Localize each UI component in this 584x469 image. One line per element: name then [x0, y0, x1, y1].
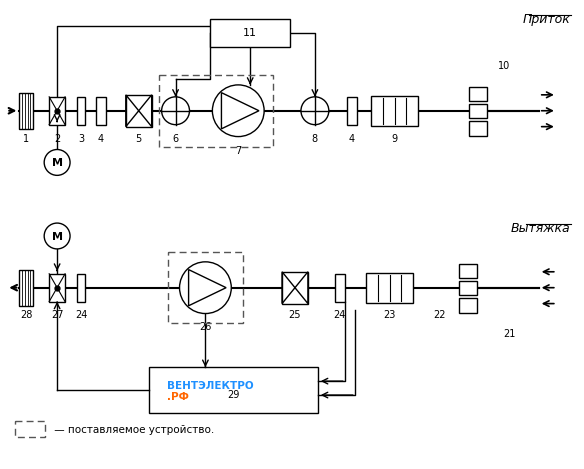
Text: Вытяжка: Вытяжка [511, 222, 571, 235]
Text: 21: 21 [503, 329, 515, 340]
Text: 8: 8 [312, 134, 318, 144]
Bar [335, 274, 345, 302]
Bar [19, 270, 33, 306]
Bar [469, 121, 487, 136]
Bar [210, 19, 290, 47]
Polygon shape [282, 272, 295, 303]
Bar [366, 273, 413, 303]
Text: 24: 24 [333, 310, 346, 319]
Bar [347, 97, 357, 125]
Bar [159, 75, 273, 146]
Bar [282, 272, 308, 303]
Text: ВЕНТЭЛЕКТРО: ВЕНТЭЛЕКТРО [166, 381, 253, 391]
Bar [459, 298, 477, 312]
Bar [469, 104, 487, 118]
Circle shape [301, 97, 329, 125]
Bar [459, 281, 477, 295]
Text: M: M [51, 159, 62, 168]
Circle shape [44, 150, 70, 175]
Polygon shape [126, 95, 139, 127]
Circle shape [44, 223, 70, 249]
Text: 11: 11 [243, 28, 257, 38]
Text: M: M [51, 232, 62, 242]
Text: — поставляемое устройство.: — поставляемое устройство. [51, 425, 214, 435]
Bar [15, 421, 45, 437]
Text: Приток: Приток [523, 13, 571, 26]
Text: 24: 24 [75, 310, 87, 319]
Text: 10: 10 [498, 61, 510, 71]
Bar [371, 96, 418, 126]
Bar [49, 274, 65, 302]
Circle shape [213, 85, 264, 136]
Text: 4: 4 [98, 134, 104, 144]
Bar [168, 252, 243, 324]
Text: 6: 6 [172, 134, 179, 144]
Circle shape [162, 97, 189, 125]
Text: 3: 3 [78, 134, 84, 144]
Text: 29: 29 [227, 390, 239, 400]
Polygon shape [139, 95, 152, 127]
Bar [77, 274, 85, 302]
Text: 4: 4 [349, 134, 354, 144]
Polygon shape [221, 93, 259, 129]
Text: 26: 26 [199, 323, 211, 333]
Text: 25: 25 [288, 310, 301, 319]
Text: 28: 28 [20, 310, 33, 319]
Bar [77, 97, 85, 125]
Bar [469, 87, 487, 101]
Text: 5: 5 [135, 134, 142, 144]
Text: 1: 1 [23, 134, 29, 144]
Bar [19, 93, 33, 129]
Circle shape [179, 262, 231, 314]
Bar [96, 97, 106, 125]
Text: .РФ: .РФ [166, 392, 189, 402]
Polygon shape [189, 270, 226, 306]
Bar [149, 367, 318, 413]
Text: 7: 7 [235, 145, 241, 156]
Text: 2: 2 [54, 134, 60, 144]
Polygon shape [295, 272, 308, 303]
Text: 27: 27 [51, 310, 64, 319]
Bar [49, 97, 65, 125]
Text: 22: 22 [433, 310, 446, 319]
Text: 9: 9 [391, 134, 398, 144]
Bar [126, 95, 152, 127]
Bar [459, 264, 477, 278]
Text: 23: 23 [383, 310, 396, 319]
